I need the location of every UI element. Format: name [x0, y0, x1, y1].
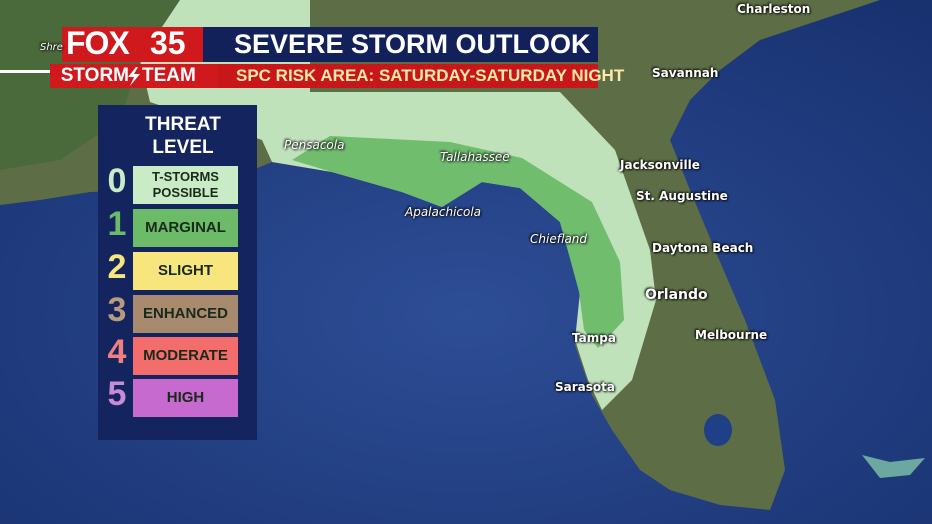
title-bar: [203, 27, 598, 62]
subtitle: SPC RISK AREA: SATURDAY-SATURDAY NIGHT: [236, 66, 625, 85]
city-label: Sarasota: [555, 380, 615, 394]
logo-team: STORM: [60, 65, 129, 86]
city-label: Charleston: [737, 2, 811, 16]
legend: THREAT LEVEL 0 T-STORMS POSSIBLE 1 MARGINAL…: [98, 105, 257, 440]
city-label: Chiefland: [530, 232, 588, 246]
level-number: 4: [107, 333, 127, 371]
level-box: HIGH: [133, 379, 238, 417]
level-number: 0: [107, 162, 127, 200]
level-number: 1: [107, 205, 127, 243]
city-label: Tampa: [572, 331, 616, 345]
city-label: Tallahassee: [440, 150, 510, 164]
logo-channel: 35: [150, 25, 186, 61]
city-label: Orlando: [645, 287, 708, 303]
logo-box: [62, 27, 203, 62]
city-label: St. Augustine: [636, 189, 728, 203]
level-number: 3: [107, 291, 127, 329]
island: [862, 455, 925, 478]
level-box: MODERATE: [133, 337, 238, 375]
city-label: Shre: [40, 42, 63, 53]
city-label: Apalachicola: [405, 205, 482, 219]
lightning-icon: [128, 67, 140, 86]
level-number: 2: [107, 248, 127, 286]
city-label: Jacksonville: [620, 158, 700, 172]
level-number: 5: [107, 375, 127, 413]
title: SEVERE STORM OUTLOOK: [234, 29, 591, 59]
logo-brand: FOX: [66, 25, 130, 61]
risk-marginal: [292, 136, 624, 348]
city-label: Pensacola: [284, 138, 345, 152]
level-box: T-STORMS POSSIBLE: [133, 166, 238, 204]
level-box: MARGINAL: [133, 209, 238, 247]
city-label: Savannah: [652, 66, 719, 80]
header-line: [0, 70, 50, 73]
risk-tstorms: [140, 0, 656, 410]
city-label: Daytona Beach: [652, 241, 754, 255]
level-box: SLIGHT: [133, 252, 238, 290]
legend-title: THREAT LEVEL: [145, 114, 221, 158]
subtitle-bar: [218, 64, 598, 88]
logo-team: TEAM: [142, 65, 196, 86]
lake: [704, 414, 732, 446]
city-label: Melbourne: [695, 328, 768, 342]
level-box: ENHANCED: [133, 295, 238, 333]
